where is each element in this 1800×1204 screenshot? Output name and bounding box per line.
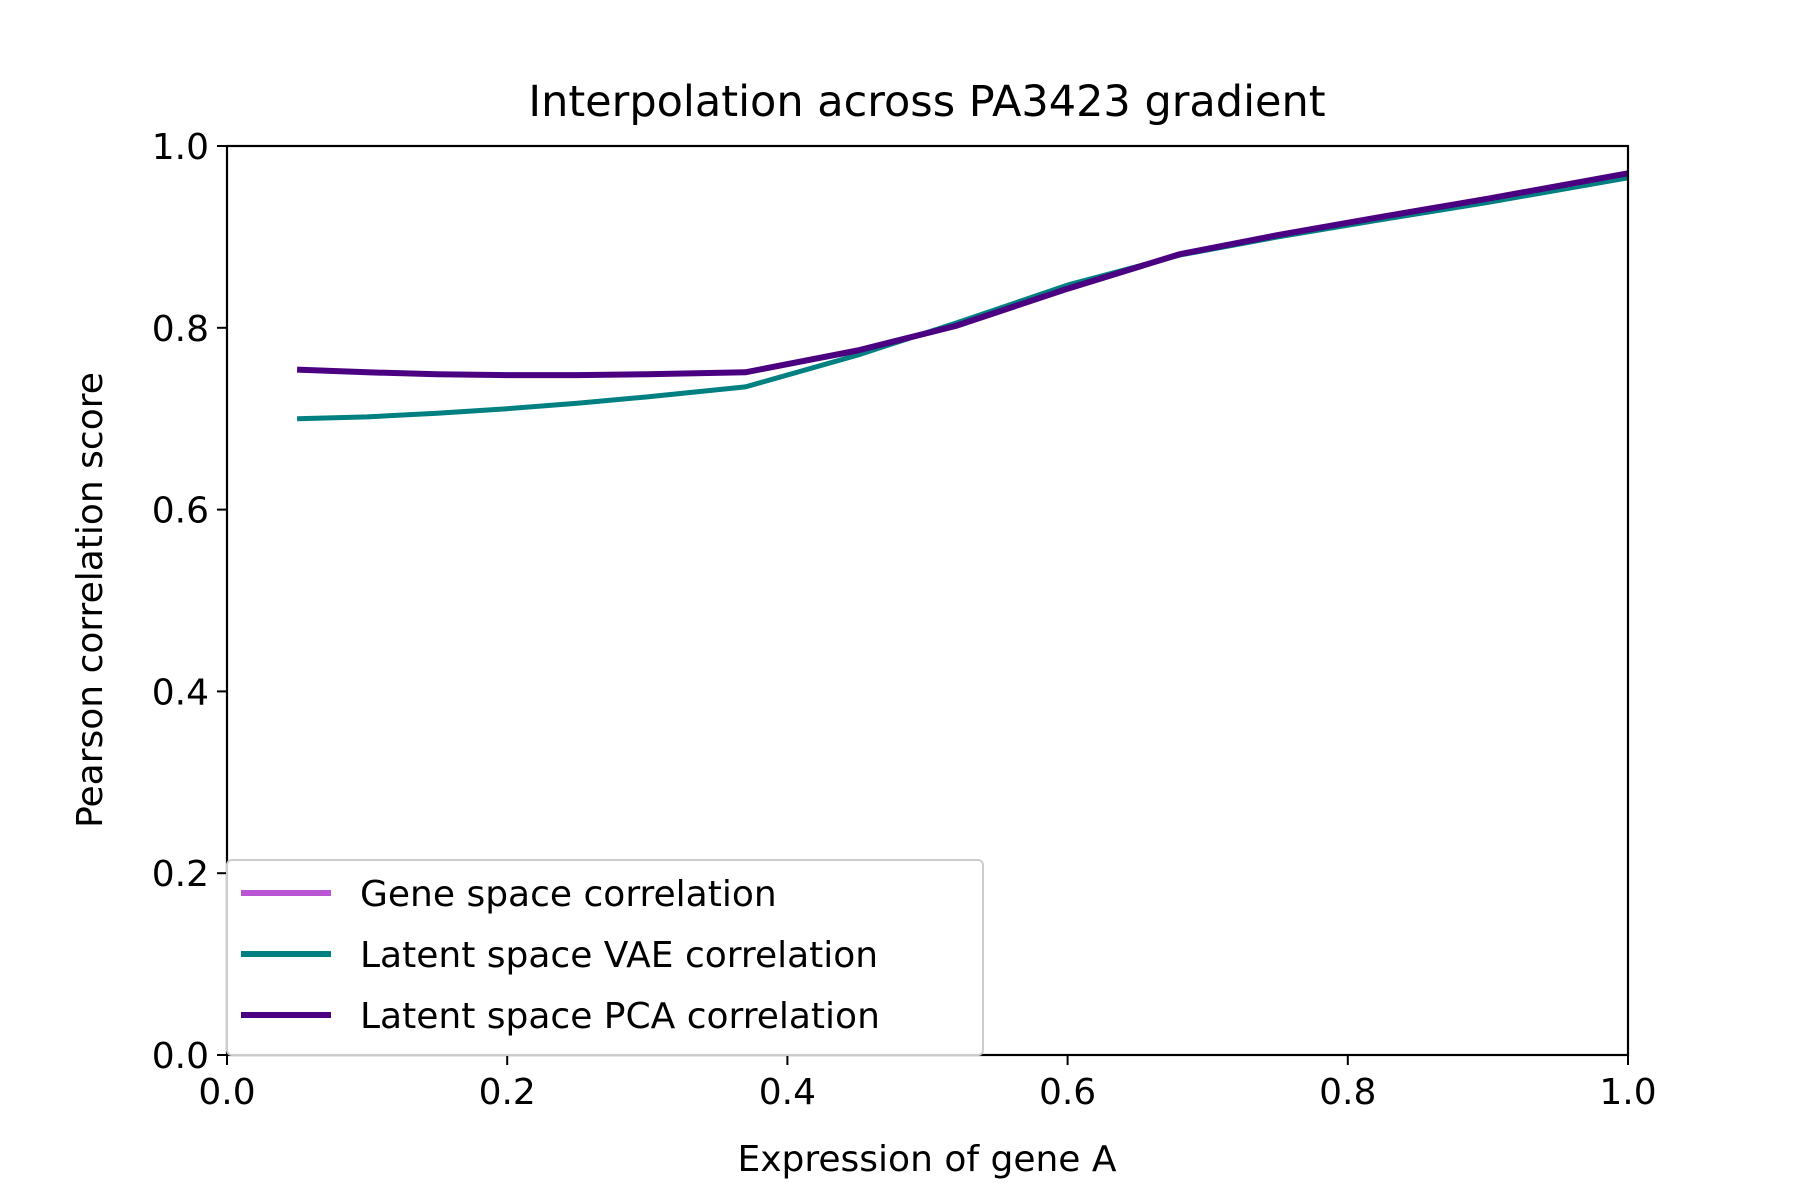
legend: Gene space correlation Latent space VAE c… (226, 859, 984, 1056)
x-tick-label: 0.4 (759, 1072, 816, 1113)
chart-title: Interpolation across PA3423 gradient (528, 77, 1325, 127)
legend-label: Latent space VAE correlation (360, 935, 878, 976)
series-line-latent-space-vae-correlation (297, 175, 1629, 422)
y-tick-label: 0.8 (152, 309, 209, 350)
y-tick-label: 0.0 (152, 1036, 209, 1077)
y-axis-title: Pearson correlation score (70, 372, 111, 828)
x-tick-label: 0.6 (1039, 1072, 1096, 1113)
legend-label: Latent space PCA correlation (360, 996, 880, 1037)
plot-area (296, 170, 1629, 422)
x-tick-label: 0.2 (479, 1072, 536, 1113)
x-axis-title: Expression of gene A (737, 1139, 1116, 1180)
y-tick-label: 1.0 (152, 127, 209, 168)
legend-box (226, 859, 984, 1056)
y-tick-label: 0.2 (152, 854, 209, 895)
series-line-latent-space-pca-correlation (296, 170, 1629, 379)
axis-ticks: 0.0 0.2 0.4 0.6 0.8 1.0 0.0 0.2 0.4 0.6 0.8 1.0 (152, 127, 1657, 1113)
x-tick-label: 0.0 (198, 1072, 255, 1113)
x-tick-label: 1.0 (1599, 1072, 1656, 1113)
y-tick-label: 0.6 (152, 491, 209, 532)
legend-label: Gene space correlation (360, 874, 777, 915)
y-tick-label: 0.4 (152, 672, 209, 713)
x-tick-label: 0.8 (1319, 1072, 1376, 1113)
